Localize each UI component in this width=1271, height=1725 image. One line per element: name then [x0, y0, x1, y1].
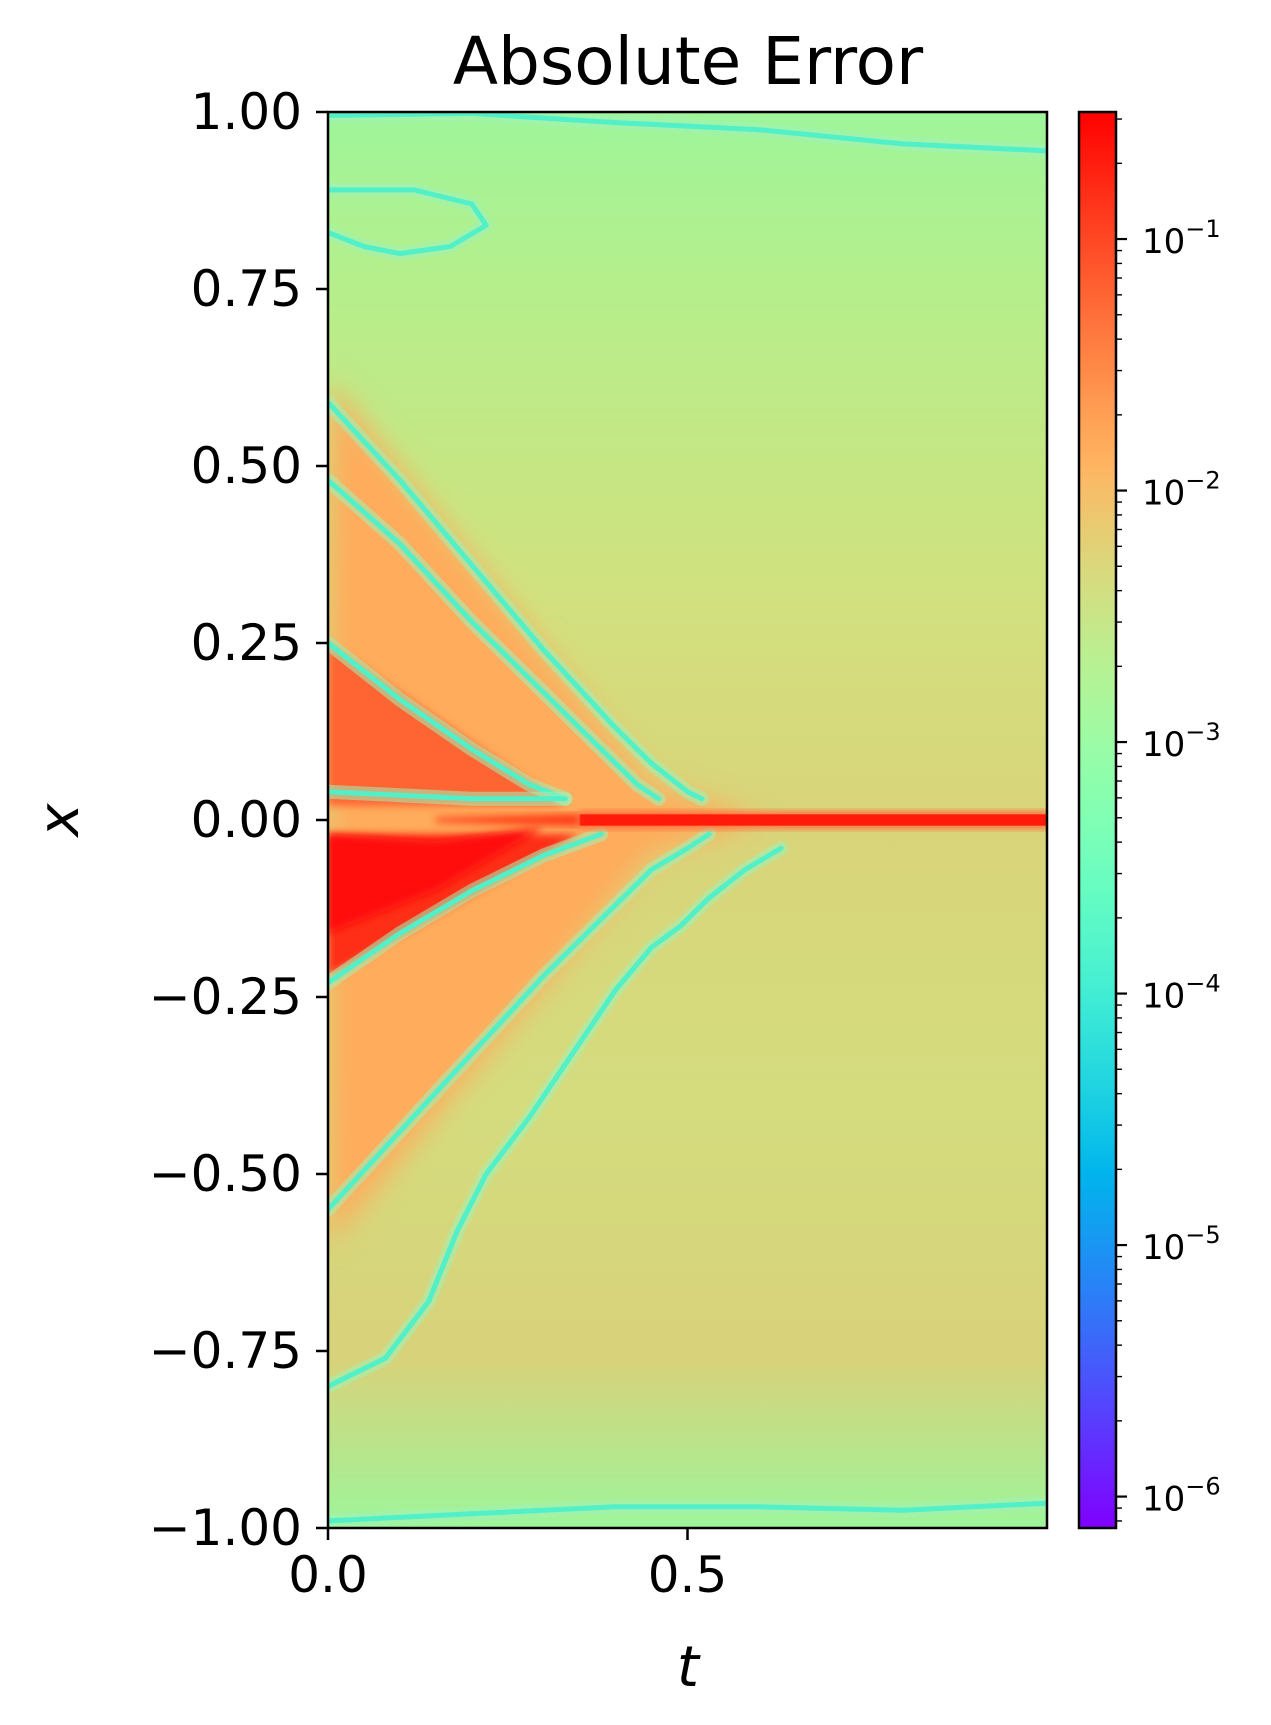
y-tick-label: −0.75: [149, 1322, 302, 1380]
y-axis-label: x: [27, 803, 92, 839]
zero-crossing-curve: [328, 112, 1047, 154]
y-tick-label: 0.75: [191, 260, 302, 318]
y-tick-label: −0.25: [149, 968, 302, 1026]
x-tick-label: 0.0: [288, 1546, 368, 1604]
orange-cone-region: [328, 381, 760, 1245]
zero-crossing-curve: [328, 831, 604, 986]
zero-crossing-curve: [328, 1500, 1047, 1524]
y-axis-ticks: 1.00 0.75 0.50 0.25 0.00 −0.25 −0.50 −0.75 −1.00: [149, 83, 328, 1557]
zero-crossing-curve: [328, 399, 705, 802]
zero-crossing-curve: [328, 789, 568, 802]
y-tick-label: 0.50: [191, 437, 302, 495]
y-tick-label: 0.00: [191, 791, 302, 849]
zero-crossing-curve: [328, 477, 662, 802]
shock-taper: [435, 813, 580, 827]
x-axis-ticks: 0.0 0.5: [288, 1528, 727, 1604]
colorbar-tick-label: 10−6: [1142, 1473, 1221, 1520]
colorbar-tick-label: 10−3: [1142, 718, 1221, 765]
colorbar-tick-label: 10−2: [1142, 467, 1221, 514]
shock-line-layer: [435, 811, 1047, 829]
zero-crossing-curve: [328, 640, 568, 802]
zero-crossing-curve: [328, 831, 712, 1212]
x-axis-label: t: [677, 1635, 701, 1700]
heatmap-area: [328, 112, 1047, 1528]
colorbar-tick-label: 10−4: [1142, 970, 1221, 1017]
colorbar-tick-label: 10−1: [1142, 215, 1221, 262]
chart-title: Absolute Error: [453, 23, 924, 100]
colorbar-gradient: [1079, 112, 1116, 1528]
y-tick-label: 0.25: [191, 614, 302, 672]
y-tick-label: −1.00: [149, 1499, 302, 1557]
zero-crossing-curves: [328, 112, 1047, 1528]
colorbar: 10−6 10−5 10−4 10−3 10−2 10−1: [1077, 110, 1221, 1530]
colorbar-frame: [1077, 110, 1118, 1530]
y-tick-label: −0.50: [149, 1145, 302, 1203]
zero-crossing-curve: [328, 187, 489, 257]
x-tick-label: 0.5: [648, 1546, 728, 1604]
colorbar-ticks: 10−6 10−5 10−4 10−3 10−2 10−1: [1116, 118, 1221, 1522]
colorbar-tick-label: 10−5: [1142, 1221, 1221, 1268]
shock-line: [579, 814, 1047, 826]
y-tick-label: 1.00: [191, 83, 302, 141]
lower-wedge-core: [328, 827, 544, 934]
zero-crossing-curve: [328, 845, 784, 1389]
